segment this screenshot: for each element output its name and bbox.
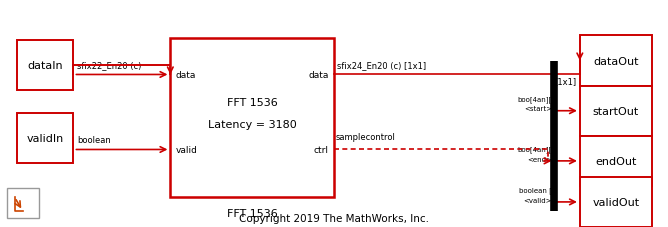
- Text: sfix24_En20 (c) [1x1]: sfix24_En20 (c) [1x1]: [337, 60, 426, 69]
- Bar: [580, 36, 652, 86]
- Text: data: data: [308, 71, 329, 80]
- Text: validOut: validOut: [593, 197, 639, 207]
- Text: FFT 1536: FFT 1536: [227, 97, 277, 107]
- Text: <start>: <start>: [524, 106, 552, 112]
- Text: FFT 1536: FFT 1536: [227, 208, 277, 218]
- Text: data: data: [176, 71, 196, 80]
- Text: startOut: startOut: [593, 106, 639, 116]
- Text: Copyright 2019 The MathWorks, Inc.: Copyright 2019 The MathWorks, Inc.: [239, 213, 429, 223]
- Text: boo[4an][: boo[4an][: [518, 145, 552, 152]
- Bar: [580, 177, 652, 227]
- Bar: [7, 188, 39, 218]
- Text: sfix22_En20 (c): sfix22_En20 (c): [77, 60, 141, 69]
- Text: [1x1]: [1x1]: [554, 77, 576, 86]
- Text: valid: valid: [176, 145, 198, 154]
- Bar: [580, 136, 652, 186]
- Text: <valid>: <valid>: [523, 197, 552, 203]
- Text: ctrl: ctrl: [314, 145, 329, 154]
- Text: dataIn: dataIn: [27, 61, 63, 71]
- Text: endOut: endOut: [595, 156, 637, 166]
- Text: boolean [: boolean [: [519, 186, 552, 193]
- Text: validIn: validIn: [27, 133, 63, 143]
- Bar: [580, 86, 652, 136]
- Text: dataOut: dataOut: [593, 56, 639, 66]
- Bar: [170, 39, 334, 197]
- Bar: [17, 41, 73, 91]
- Text: <end>: <end>: [527, 156, 552, 162]
- Bar: [17, 114, 73, 163]
- Text: boo[4an][: boo[4an][: [518, 95, 552, 102]
- Text: boolean: boolean: [77, 135, 111, 144]
- Text: samplecontrol: samplecontrol: [336, 133, 396, 142]
- Text: Latency = 3180: Latency = 3180: [208, 119, 297, 129]
